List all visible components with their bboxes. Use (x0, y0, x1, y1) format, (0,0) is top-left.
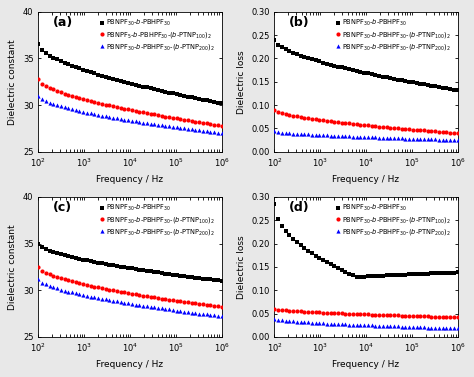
Y-axis label: Dielectric loss: Dielectric loss (237, 235, 246, 299)
Y-axis label: Dielectric constant: Dielectric constant (9, 39, 18, 125)
X-axis label: Frequency / Hz: Frequency / Hz (96, 175, 164, 184)
Y-axis label: Dielectric constant: Dielectric constant (9, 224, 18, 310)
Legend: PBNPF$_{30}$-$b$-PBHPF$_{30}$, PBNPF$_{30}$-$b$-PBHPF$_{30}$-($b$-PTNP$_{100}$)$: PBNPF$_{30}$-$b$-PBHPF$_{30}$, PBNPF$_{3… (99, 202, 217, 239)
Legend: PBNPF$_{30}$-$b$-PBHPF$_{30}$, PBNPF$_{5}$-$b$-PBHPF$_{30}$-($b$-PTNP$_{100}$)$_: PBNPF$_{30}$-$b$-PBHPF$_{30}$, PBNPF$_{5… (99, 17, 217, 54)
X-axis label: Frequency / Hz: Frequency / Hz (332, 175, 400, 184)
X-axis label: Frequency / Hz: Frequency / Hz (332, 360, 400, 369)
X-axis label: Frequency / Hz: Frequency / Hz (96, 360, 164, 369)
Text: (a): (a) (53, 16, 73, 29)
Legend: PBNPF$_{30}$-$b$-PBHPF$_{30}$, PBNPF$_{30}$-$b$-PBHPF$_{30}$-($b$-PTNP$_{100}$)$: PBNPF$_{30}$-$b$-PBHPF$_{30}$, PBNPF$_{3… (335, 17, 453, 54)
Text: (c): (c) (53, 201, 72, 214)
Y-axis label: Dielectric loss: Dielectric loss (237, 50, 246, 113)
Text: (b): (b) (289, 16, 310, 29)
Text: (d): (d) (289, 201, 310, 214)
Legend: PBNPF$_{30}$-$b$-PBHPF$_{30}$, PBNPF$_{30}$-$b$-PBHPF$_{30}$-($b$-PTNP$_{100}$)$: PBNPF$_{30}$-$b$-PBHPF$_{30}$, PBNPF$_{3… (335, 202, 453, 239)
